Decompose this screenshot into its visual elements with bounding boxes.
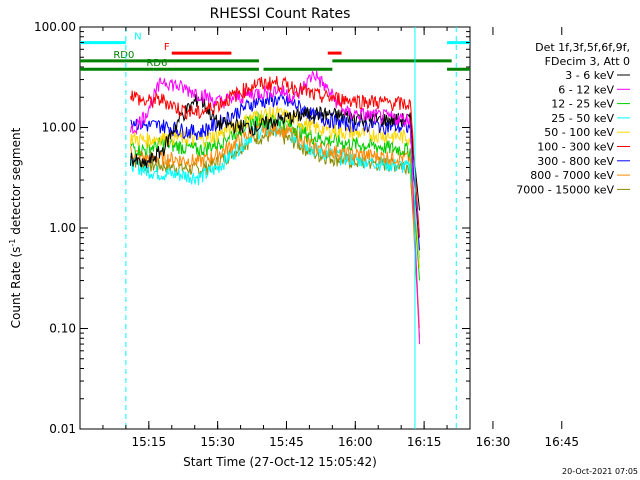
legend-entry-label: 25 - 50 keV	[551, 112, 614, 125]
y-tick-label: 0.01	[49, 422, 76, 436]
y-tick-label: 0.10	[49, 322, 76, 336]
y-tick-label: 100.00	[34, 20, 76, 34]
x-tick-label: 16:00	[338, 435, 373, 449]
marker-layer	[125, 27, 457, 429]
x-tick-label: 16:45	[544, 435, 579, 449]
legend-entry-label: 7000 - 15000 keV	[516, 183, 614, 196]
legend-entry-label: 50 - 100 keV	[544, 126, 614, 139]
legend-entry-label: 3 - 6 keV	[565, 69, 614, 82]
x-tick-label: 15:45	[269, 435, 304, 449]
legend-entry-label: 12 - 25 keV	[551, 98, 614, 111]
legend-entry-label: 100 - 300 keV	[537, 141, 614, 154]
y-axis-label: Count Rate (s-1 detector segment	[8, 127, 23, 328]
flag-label-rd6: RD6	[146, 58, 167, 69]
x-axis: 15:15 15:30 15:45 16:00 16:15 16:30 16:45	[79, 27, 579, 449]
y-tick-label: 10.00	[42, 121, 76, 135]
series-line	[130, 75, 420, 238]
series-layer	[130, 70, 420, 345]
legend-header-line-1: Det 1f,3f,5f,6f,9f,	[535, 41, 630, 54]
y-axis: 0.01 0.10 1.00 10.00 100.00	[34, 20, 470, 436]
series-line	[130, 106, 420, 269]
flag-label-f: F	[164, 42, 170, 53]
legend-entry-label: 300 - 800 keV	[537, 155, 614, 168]
series-line	[130, 70, 420, 345]
flag-label-n: N	[134, 32, 141, 43]
legend-entry-label: 800 - 7000 keV	[530, 169, 614, 182]
y-axis-label-main: Count Rate (s	[9, 247, 23, 329]
x-axis-label: Start Time (27-Oct-12 15:05:42)	[183, 455, 377, 469]
series-line	[130, 120, 420, 259]
legend: Det 1f,3f,5f,6f,9f, FDecim 3, Att 0 3 - …	[516, 41, 630, 196]
chart-title: RHESSI Count Rates	[210, 6, 351, 22]
x-tick-label: 16:15	[407, 435, 442, 449]
x-tick-label: 16:30	[476, 435, 511, 449]
series-line	[130, 121, 420, 329]
legend-header-line-2: FDecim 3, Att 0	[545, 55, 630, 68]
y-axis-label-tail: detector segment	[9, 127, 23, 238]
x-tick-label: 15:15	[132, 435, 167, 449]
footer-timestamp: 20-Oct-2021 07:05	[562, 467, 638, 476]
series-line	[130, 93, 420, 211]
legend-entry-label: 6 - 12 keV	[558, 83, 614, 96]
flag-label-rd0: RD0	[113, 50, 134, 61]
y-axis-label-sup: -1	[8, 239, 17, 247]
y-tick-label: 1.00	[49, 221, 76, 235]
flag-layer: N F RD0 RD6	[80, 32, 470, 71]
x-tick-label: 15:30	[200, 435, 235, 449]
